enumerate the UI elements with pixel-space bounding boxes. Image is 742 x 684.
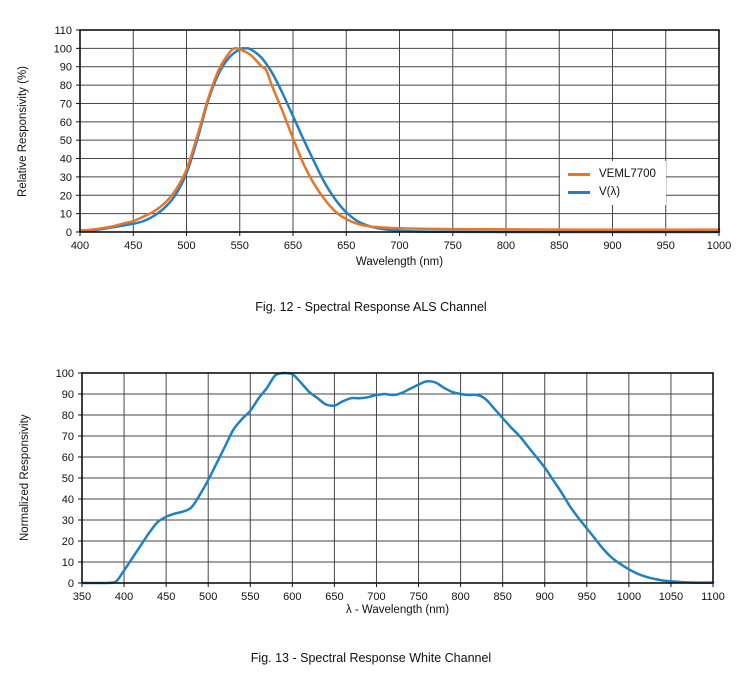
x-tick-label: 1000: [707, 240, 731, 252]
y-tick-label: 70: [60, 98, 72, 110]
x-tick-label: 900: [603, 240, 621, 252]
y-tick-label: 90: [62, 389, 74, 401]
figure-13-caption: Fig. 13 - Spectral Response White Channe…: [250, 651, 492, 665]
x-tick-label: 450: [157, 591, 175, 603]
y-tick-label: 40: [62, 494, 74, 506]
v-lambda-line-swatch: [568, 190, 590, 194]
x-tick-label: 800: [451, 591, 469, 603]
x-tick-label: 400: [115, 591, 133, 603]
curve-white-channel: [80, 371, 715, 585]
x-tick-label: 650: [325, 591, 343, 603]
y-tick-label: 10: [60, 209, 72, 221]
x-tick-label: 500: [199, 591, 217, 603]
y-tick-label: 110: [54, 25, 72, 37]
plot-border: [81, 372, 714, 584]
x-tick-label: 550: [231, 240, 249, 252]
y-tick-label: 20: [62, 536, 74, 548]
y-tick-label: 50: [62, 473, 74, 485]
x-tick-label: 500: [177, 240, 195, 252]
x-tick-label: 600: [283, 591, 301, 603]
y-tick-label: 80: [60, 80, 72, 92]
x-tick-label: 700: [367, 591, 385, 603]
x-tick-label: 800: [497, 240, 515, 252]
x-tick-label: 550: [241, 591, 259, 603]
y-tick-label: 30: [60, 172, 72, 184]
als-chart-plot: 400 450 500 550 650 650 700 750 800 850 900 950 1000…: [54, 25, 732, 252]
als-x-axis-title: Wavelength (nm): [355, 256, 444, 268]
x-tick-label: 1000: [617, 591, 641, 603]
white-chart-plot: 350 400 450 500 550 600 650 700 750 800 850 900 950 1…: [56, 368, 725, 603]
y-tick-label: 60: [60, 117, 72, 129]
y-tick-label: 30: [62, 515, 74, 527]
x-tick-label: 750: [409, 591, 427, 603]
y-tick-label: 0: [68, 578, 74, 590]
x-tick-label: 850: [493, 591, 511, 603]
x-tick-label: 650: [337, 240, 355, 252]
x-tick-label: 350: [73, 591, 91, 603]
x-tick-label: 650: [284, 240, 302, 252]
y-tick-label: 0: [66, 227, 72, 239]
y-tick-label: 40: [60, 154, 72, 166]
x-tick-label: 700: [390, 240, 408, 252]
x-tick-label: 950: [578, 591, 596, 603]
x-tick-label: 900: [536, 591, 554, 603]
legend-entry-v-lambda: V(λ): [568, 183, 656, 201]
legend-label-v-lambda: V(λ): [599, 186, 621, 198]
plot-border: [79, 29, 720, 233]
als-legend: VEML7700 V(λ): [560, 161, 666, 205]
white-x-axis-title: λ - Wavelength (nm): [345, 604, 450, 616]
x-tick-label: 750: [444, 240, 462, 252]
y-tick-label: 20: [60, 190, 72, 202]
y-tick-label: 60: [62, 452, 74, 464]
y-tick-label: 10: [62, 557, 74, 569]
x-tick-label: 1050: [659, 591, 683, 603]
legend-label-veml7700: VEML7700: [599, 168, 656, 180]
y-tick-label: 80: [62, 410, 74, 422]
y-tick-label: 50: [60, 135, 72, 147]
y-tick-label: 100: [56, 368, 74, 380]
y-tick-label: 90: [60, 62, 72, 74]
figure-12-caption: Fig. 12 - Spectral Response ALS Channel: [255, 300, 487, 314]
x-tick-label: 850: [550, 240, 568, 252]
x-tick-label: 400: [71, 240, 89, 252]
x-tick-label: 950: [657, 240, 675, 252]
veml7700-line-swatch: [568, 172, 590, 176]
y-tick-label: 70: [62, 431, 74, 443]
x-tick-label: 1100: [701, 591, 725, 603]
curve-veml7700: [78, 46, 721, 232]
x-tick-label: 450: [124, 240, 142, 252]
y-tick-label: 100: [54, 43, 72, 55]
legend-entry-veml7700: VEML7700: [568, 165, 656, 183]
